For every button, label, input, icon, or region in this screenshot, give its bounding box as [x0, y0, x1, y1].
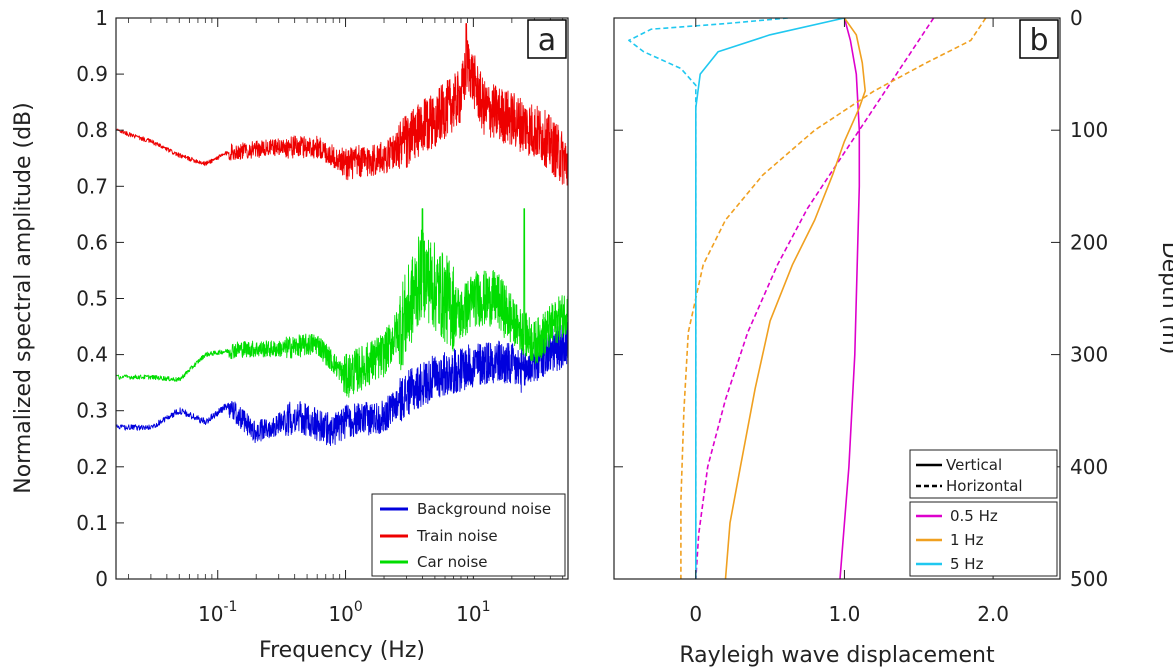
- panel-a-tag-box: [527, 19, 567, 59]
- panel-a-y-tick-label: 0.1: [76, 511, 108, 535]
- panel-a-y-tick-label: 0.9: [76, 62, 108, 86]
- panel-b-x-tick-label: 0: [689, 602, 702, 626]
- panel-a-series-layer: [116, 23, 568, 446]
- legend-label-1hz: 1 Hz: [950, 531, 984, 549]
- panel-a-y-axis-label: Normalized spectral amplitude (dB): [11, 102, 36, 493]
- panel-b-frame: [613, 17, 1061, 580]
- panel-b-series-layer: [628, 18, 987, 579]
- series-line-train-noise: [116, 23, 568, 186]
- legend-label-horizontal: Horizontal: [946, 477, 1023, 495]
- panel-a-y-tick-label: 0.4: [76, 343, 108, 367]
- panel-b-y-axis-label: Depth (m): [1157, 242, 1173, 355]
- panel-a-y-tick-label: 1: [95, 6, 108, 30]
- panel-a-y-tick-label: 0.3: [76, 399, 108, 423]
- panel-b-x-axis-label: Rayleigh wave displacement: [679, 643, 995, 668]
- panel-b-tag-box: [1019, 19, 1059, 59]
- panel-b-x-tick-label: 1.0: [829, 602, 861, 626]
- panel-b-legend-style-box: [909, 449, 1058, 499]
- legend-label-05hz: 0.5 Hz: [950, 507, 998, 525]
- panel-b-ticks: 0 1.0 2.0 0 100 200 300 400 500: [614, 6, 1108, 626]
- panel-a-y-tick-label: 0.6: [76, 230, 108, 254]
- panel-b-legend-style: Vertical Horizontal: [909, 449, 1058, 499]
- panel-a-ticks: 0 0.1 0.2 0.3 0.4 0.5 0.6 0.7 0.8 0.9 1 10-1 100 101: [76, 6, 564, 626]
- series-line-1-hz-horizontal: [680, 18, 987, 579]
- panel-a-x-axis-label: Frequency (Hz): [259, 638, 425, 663]
- panel-b-y-tick-label: 400: [1070, 455, 1108, 479]
- panel-b-tag-label: b: [1029, 23, 1048, 58]
- panel-b-y-tick-label: 300: [1070, 343, 1108, 367]
- panel-b-y-tick-label: 100: [1070, 118, 1108, 142]
- panel-b-y-tick-label: 0: [1070, 6, 1083, 30]
- panel-a-x-tick-label: 100: [328, 599, 362, 626]
- legend-label-car: Car noise: [417, 553, 488, 571]
- panel-b: 0 1.0 2.0 0 100 200 300 400 500 b Vertical Horiz…: [613, 6, 1173, 668]
- series-line-1-hz-vertical: [724, 18, 867, 579]
- legend-label-vertical: Vertical: [946, 456, 1002, 474]
- panel-b-x-tick-label: 2.0: [977, 602, 1009, 626]
- series-line-background-noise: [116, 322, 568, 446]
- panel-a-y-tick-label: 0.7: [76, 174, 108, 198]
- panel-b-y-tick-label: 200: [1070, 230, 1108, 254]
- series-line-5-hz-horizontal: [628, 18, 788, 579]
- panel-a-y-tick-label: 0.2: [76, 455, 108, 479]
- series-line-0-5-hz-vertical: [839, 18, 861, 579]
- panel-b-legend-freq: 0.5 Hz 1 Hz 5 Hz: [909, 501, 1058, 577]
- series-line-car-noise: [116, 208, 568, 398]
- panel-b-y-tick-label: 500: [1070, 567, 1108, 591]
- legend-label-5hz: 5 Hz: [950, 555, 984, 573]
- series-line-5-hz-vertical: [694, 18, 845, 579]
- panel-a-legend: Background noise Train noise Car noise: [371, 493, 566, 577]
- panel-a-frame: [115, 17, 569, 580]
- panel-a-x-tick-label: 10-1: [198, 599, 237, 626]
- panel-a-y-tick-label: 0.5: [76, 287, 108, 311]
- panel-a-x-tick-label: 101: [456, 599, 490, 626]
- panel-a-tag-label: a: [538, 23, 556, 58]
- legend-label-train: Train noise: [416, 527, 498, 545]
- panel-b-tag: b: [1019, 19, 1059, 59]
- panel-a-tag: a: [527, 19, 567, 59]
- panel-a-y-tick-label: 0: [95, 567, 108, 591]
- panel-a-y-tick-label: 0.8: [76, 118, 108, 142]
- legend-label-background: Background noise: [417, 500, 551, 518]
